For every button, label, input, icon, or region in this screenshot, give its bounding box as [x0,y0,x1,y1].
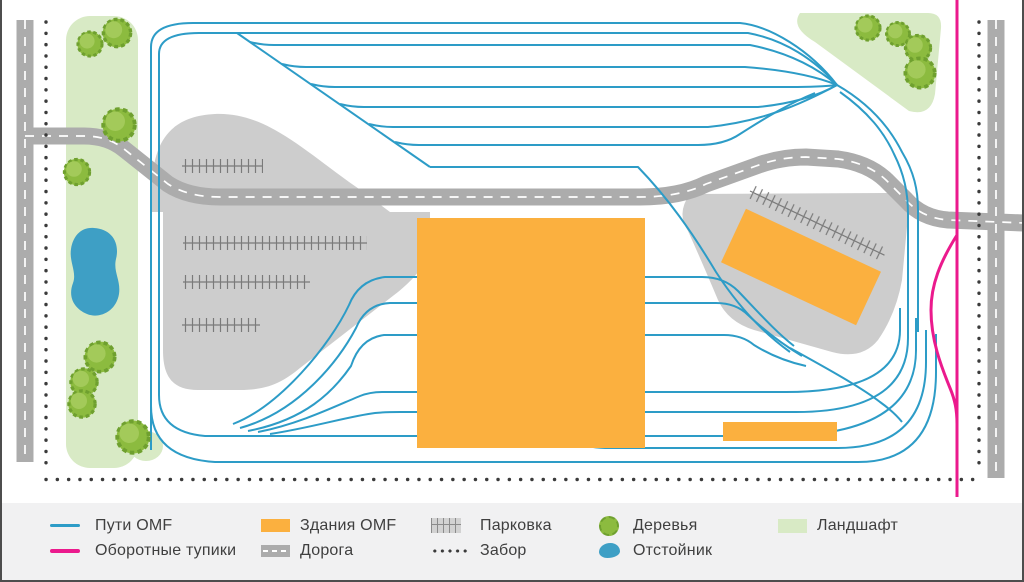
paved-yard-left [163,212,430,390]
tree-icon [599,515,619,536]
legend-item-buildings: Здания OMF [261,513,396,538]
legend-label: Ландшафт [817,516,899,534]
legend-label: Оборотные тупики [95,541,237,559]
legend-item-omf-tracks: Пути OMF [50,513,236,538]
legend-item-pond: Отстойник [599,538,712,563]
legend-column: Деревья Отстойник [599,513,712,563]
building-small [723,422,837,441]
legend-column: Здания OMF Дорога [261,513,396,563]
tree-icon [62,157,92,187]
tree-icon [66,388,98,420]
tree-icon [902,55,938,91]
fence-dots-swatch [431,548,469,553]
legend-item-road: Дорога [261,538,396,563]
legend: Пути OMF Оборотные тупики Здания OMF Дор… [0,503,1024,580]
legend-item-trees: Деревья [599,513,712,538]
tree-icon [100,106,138,144]
tree-icon [853,13,883,43]
building-angled [721,208,881,326]
roads [16,20,1024,478]
parking-row [182,159,263,173]
fence [44,20,982,482]
legend-item-parking: Парковка [431,513,552,538]
landscape-rect-swatch [778,518,807,533]
legend-column: Парковка Забор [431,513,552,563]
paved-hump-left [152,113,390,212]
parking-row [183,275,310,289]
building-rect-swatch [261,519,290,532]
turnback-loop [929,234,959,425]
legend-item-fence: Забор [431,538,552,563]
parking-row-angled [746,184,888,262]
settling-pond [70,227,120,316]
turnback-tracks [929,0,959,497]
legend-label: Отстойник [633,541,713,559]
tree-icon [114,418,152,456]
road-centerline [25,135,1024,224]
pond-icon [599,543,620,558]
frame-line-left [0,0,2,582]
frame-line-right [1022,0,1024,582]
parking-row [183,236,367,250]
legend-label: Пути OMF [95,516,173,534]
track-line-swatch [50,524,80,527]
parking-areas [182,159,888,332]
legend-label: Забор [480,541,527,559]
building-main-depot [417,218,645,448]
parking-hatch-swatch [431,518,461,533]
parking-row [182,318,260,332]
legend-column: Пути OMF Оборотные тупики [50,513,236,563]
legend-label: Деревья [633,516,698,534]
legend-item-landscape: Ландшафт [778,513,898,538]
legend-label: Дорога [300,541,354,559]
tree-icon [75,29,105,59]
frame-line-bottom [0,580,1024,582]
tree-icon [101,17,133,49]
legend-label: Парковка [480,516,552,534]
legend-column: Ландшафт [778,513,898,538]
legend-label: Здания OMF [300,516,397,534]
turnback-line-swatch [50,548,80,553]
omf-buildings [417,208,881,448]
legend-item-turnback: Оборотные тупики [50,538,236,563]
map-canvas [16,0,1024,497]
road-swatch [261,544,290,557]
tree-icon [82,339,118,375]
